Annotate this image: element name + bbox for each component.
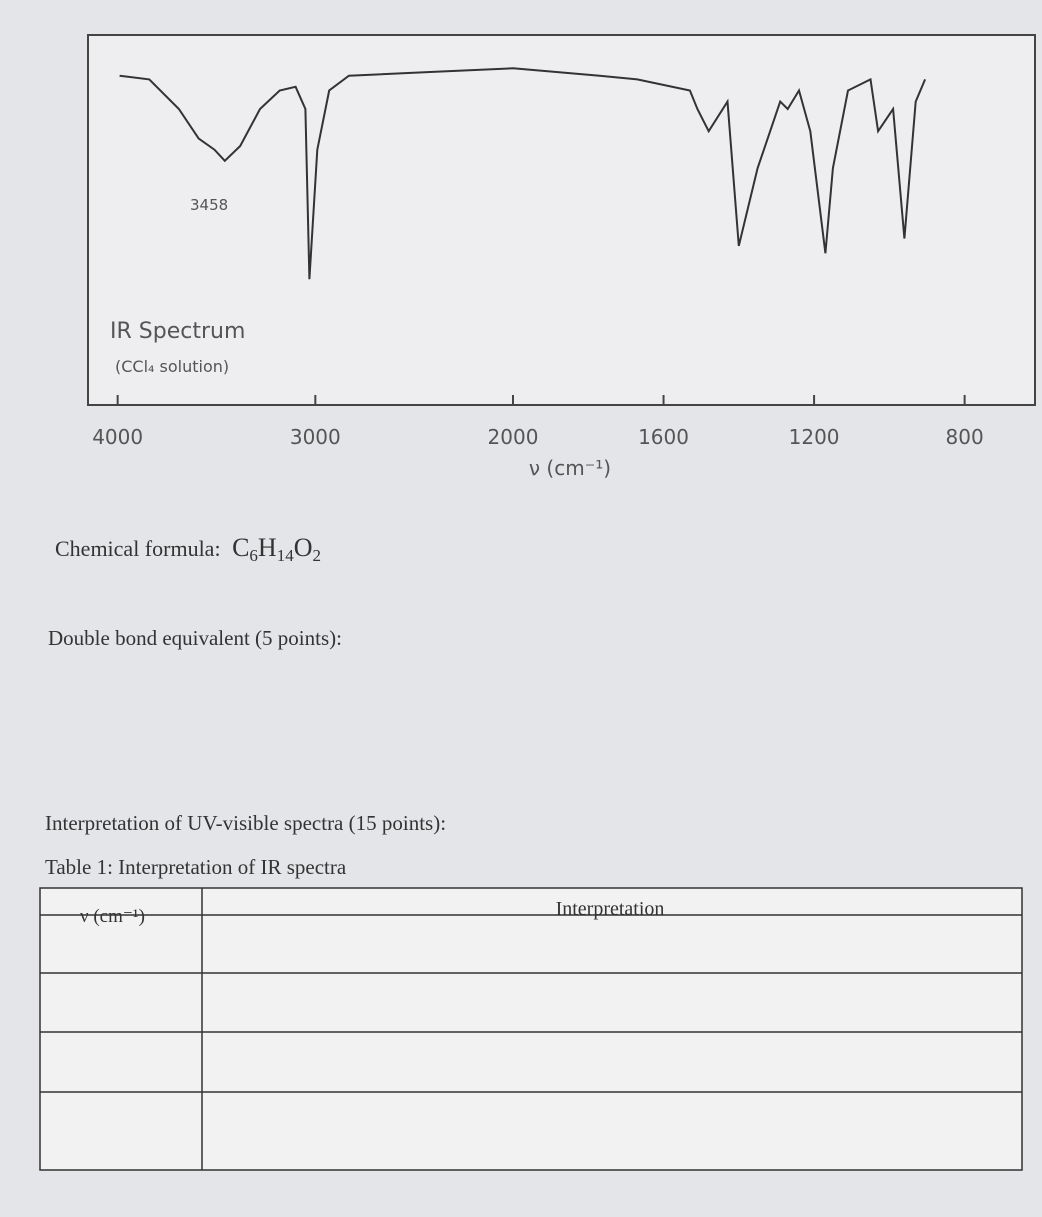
formula-part: 2	[312, 546, 321, 565]
formula: Chemical formula: C6H14O2	[55, 533, 321, 565]
table-header: ν (cm⁻¹)	[80, 906, 145, 927]
table-caption: Table 1: Interpretation of IR spectra	[45, 855, 347, 879]
x-tick-label: 4000	[92, 425, 143, 449]
spectrum-subtitle: (CCl₄ solution)	[115, 357, 229, 376]
formula-label: Chemical formula:	[55, 536, 221, 561]
x-tick-label: 2000	[488, 425, 539, 449]
formula-part: 6	[249, 546, 258, 565]
spectrum-trace	[119, 67, 927, 280]
formula-part: H	[258, 533, 277, 562]
table-border	[39, 887, 1023, 1171]
table-header: Interpretation	[556, 898, 665, 920]
x-axis-label: ν (cm⁻¹)	[529, 456, 611, 480]
uv-question: Interpretation of UV-visible spectra (15…	[45, 811, 446, 835]
spectrum-frame	[87, 34, 1036, 406]
table	[39, 887, 1023, 1171]
formula-part: 14	[277, 546, 295, 565]
x-tick-label: 1600	[638, 425, 689, 449]
peak-annotation: 3458	[190, 196, 228, 214]
formula-part: C	[232, 533, 249, 562]
x-tick-label: 800	[946, 425, 984, 449]
x-tick-label: 1200	[789, 425, 840, 449]
x-tick-label: 3000	[290, 425, 341, 449]
dbe-question: Double bond equivalent (5 points):	[48, 626, 342, 650]
formula-part: O	[294, 533, 313, 562]
plot: 4000 3000 2000 1600 1200 800	[92, 67, 984, 449]
spectrum-title: IR Spectrum	[110, 319, 245, 344]
